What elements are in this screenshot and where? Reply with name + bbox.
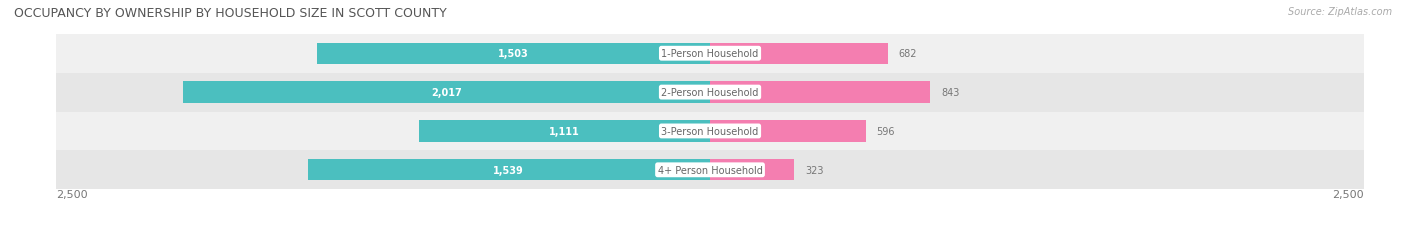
- Bar: [308, 159, 710, 181]
- Text: 2,500: 2,500: [1333, 189, 1364, 199]
- Text: Source: ZipAtlas.com: Source: ZipAtlas.com: [1288, 7, 1392, 17]
- Text: 1,111: 1,111: [550, 126, 581, 136]
- Bar: [710, 121, 866, 142]
- Bar: [419, 121, 710, 142]
- Text: 4+ Person Household: 4+ Person Household: [658, 165, 762, 175]
- Bar: [56, 73, 1364, 112]
- Bar: [710, 43, 889, 65]
- Text: 843: 843: [941, 88, 959, 98]
- Bar: [316, 43, 710, 65]
- Text: 1-Person Household: 1-Person Household: [661, 49, 759, 59]
- Bar: [56, 151, 1364, 189]
- Bar: [710, 159, 794, 181]
- Text: 3-Person Household: 3-Person Household: [661, 126, 759, 136]
- Text: 2,500: 2,500: [56, 189, 87, 199]
- Text: 596: 596: [876, 126, 894, 136]
- Text: 1,503: 1,503: [498, 49, 529, 59]
- Text: 323: 323: [806, 165, 824, 175]
- Text: 1,539: 1,539: [494, 165, 524, 175]
- Bar: [56, 35, 1364, 73]
- Bar: [710, 82, 931, 103]
- Text: 682: 682: [898, 49, 917, 59]
- Text: 2,017: 2,017: [430, 88, 461, 98]
- Text: 2-Person Household: 2-Person Household: [661, 88, 759, 98]
- Bar: [56, 112, 1364, 151]
- Text: OCCUPANCY BY OWNERSHIP BY HOUSEHOLD SIZE IN SCOTT COUNTY: OCCUPANCY BY OWNERSHIP BY HOUSEHOLD SIZE…: [14, 7, 447, 20]
- Bar: [183, 82, 710, 103]
